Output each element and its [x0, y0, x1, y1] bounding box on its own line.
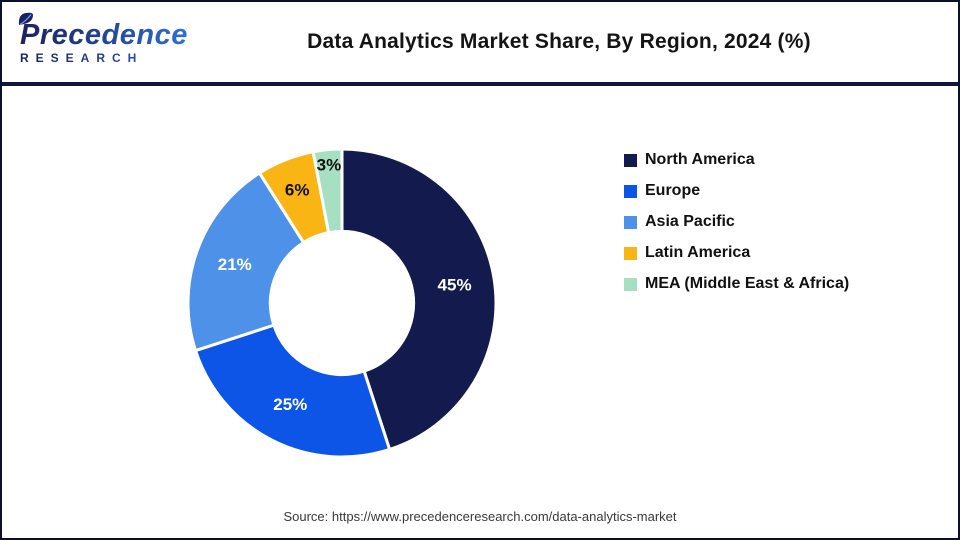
donut-chart: 45% 25% 21% 6% 3% — [182, 143, 502, 463]
page-title: Data Analytics Market Share, By Region, … — [307, 30, 811, 53]
donut-slice-asia-pacific — [186, 171, 306, 353]
legend-item-latin-america: Latin America — [624, 244, 849, 261]
slice-value-label-asia-pacific: 21% — [218, 255, 252, 274]
donut-slice-north-america — [340, 147, 498, 451]
legend-swatch-latin-america — [624, 246, 637, 260]
legend-swatch-asia-pacific — [624, 215, 637, 229]
slice-value-label-north-america: 45% — [438, 276, 472, 295]
legend-swatch-europe — [624, 184, 637, 198]
donut-slice-mea-middle-east-africa — [311, 147, 344, 235]
legend-item-north-america: North America — [624, 151, 849, 168]
legend-swatch-north-america — [624, 153, 637, 167]
legend-item-mea-middle-east-africa: MEA (Middle East & Africa) — [624, 275, 850, 292]
legend-item-europe: Europe — [624, 182, 849, 199]
brand-tagline: RESEARCH — [20, 52, 230, 64]
legend-item-asia-pacific: Asia Pacific — [624, 213, 849, 230]
title-wrap: Data Analytics Market Share, By Region, … — [230, 30, 958, 54]
header-divider — [2, 82, 958, 86]
donut-chart-svg: 45% 25% 21% 6% 3% — [186, 147, 498, 459]
chart-area: 45% 25% 21% 6% 3% North America Europe Asia Pa… — [2, 86, 958, 526]
legend-swatch-mea-middle-east-africa — [624, 277, 637, 291]
legend-label-north-america: North America — [645, 151, 755, 168]
header: Precedence RESEARCH Data Analytics Marke… — [2, 2, 958, 82]
slice-value-label-mea-middle-east-africa: 3% — [317, 156, 342, 175]
legend: North America Europe Asia Pacific Latin Ame… — [624, 151, 850, 307]
logo-leaf-icon — [18, 12, 33, 25]
legend-label-latin-america: Latin America — [645, 244, 751, 261]
legend-label-mea-middle-east-africa: MEA (Middle East & Africa) — [645, 275, 850, 292]
donut-slice-europe — [194, 323, 392, 459]
legend-label-europe: Europe — [645, 182, 701, 199]
brand-logo: Precedence RESEARCH — [18, 12, 230, 64]
slice-value-label-latin-america: 6% — [285, 180, 310, 199]
legend-label-asia-pacific: Asia Pacific — [645, 213, 735, 230]
brand-name: Precedence — [20, 18, 188, 51]
slice-value-label-europe: 25% — [273, 395, 307, 414]
source-note: Source: https://www.precedenceresearch.c… — [283, 509, 677, 524]
